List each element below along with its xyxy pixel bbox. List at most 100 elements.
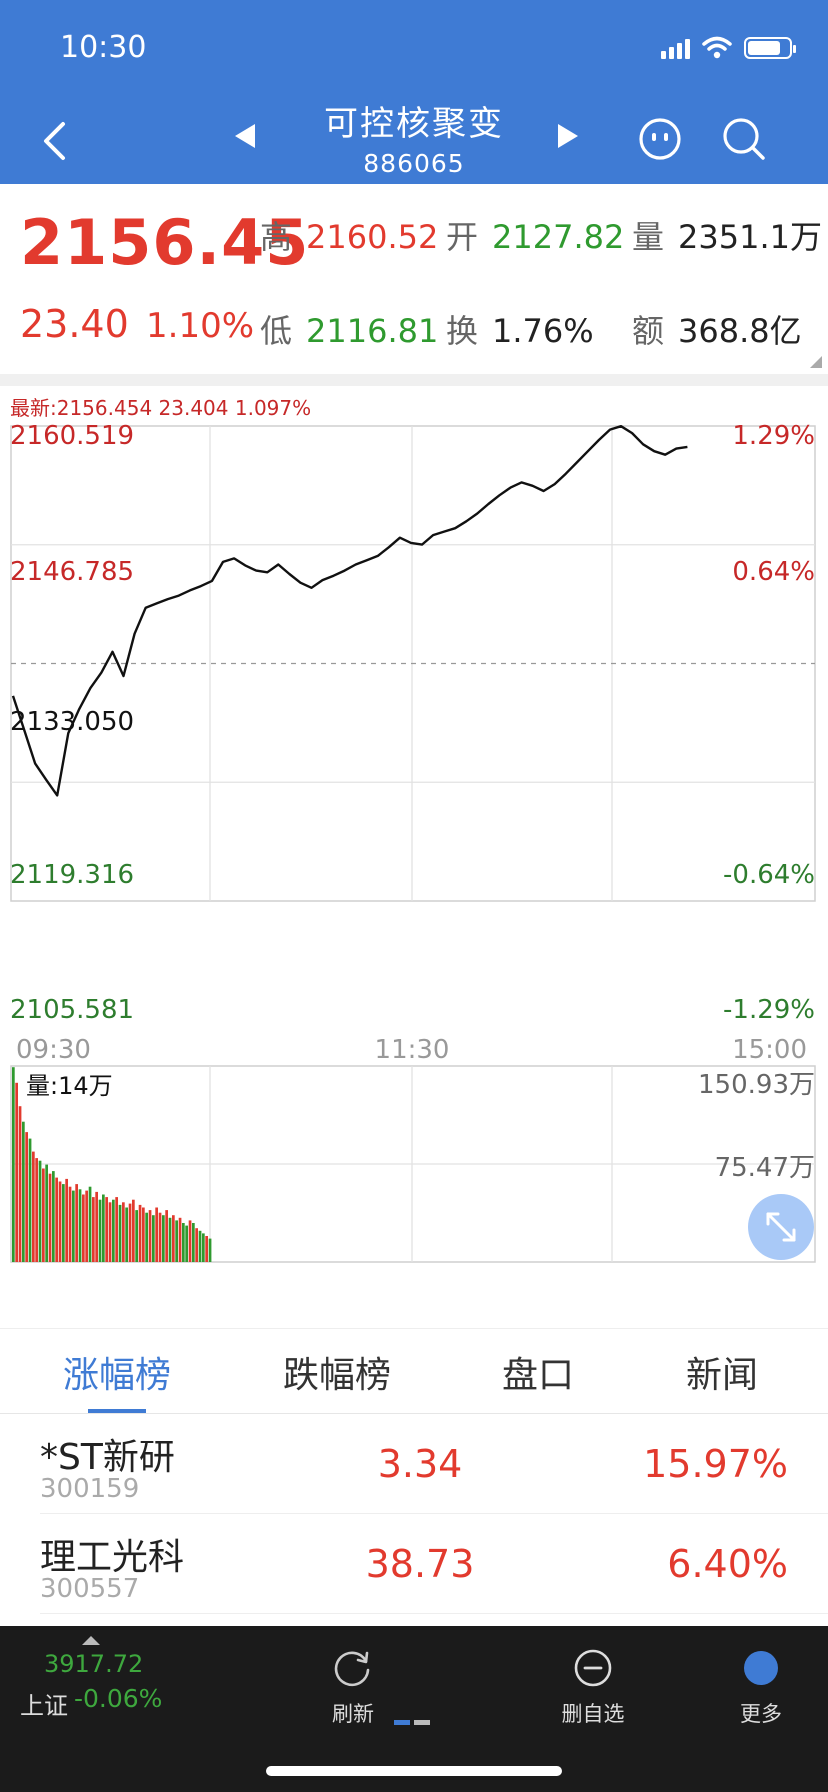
index-change: -0.06% (74, 1684, 163, 1713)
y-tick-label: 2119.316 (10, 860, 134, 890)
volume-bar (142, 1207, 145, 1262)
refresh-button[interactable]: 刷新 (308, 1640, 398, 1730)
stock-price: 38.73 (365, 1542, 475, 1586)
remove-watchlist-button[interactable]: 删自选 (548, 1640, 638, 1730)
price-series-line (11, 425, 688, 797)
volume-bar (108, 1202, 112, 1262)
volume-bar (105, 1197, 108, 1262)
volume-bars (12, 1067, 212, 1262)
volume-bar (208, 1238, 212, 1262)
volume-tick-label: 150.93万 (698, 1070, 815, 1100)
low-label: 低 (260, 312, 293, 350)
volume-bar (28, 1138, 32, 1262)
triangle-up-icon[interactable] (82, 1636, 100, 1645)
high-value: 2160.52 (306, 218, 439, 256)
volume-bar (192, 1223, 195, 1262)
high-field: 高 2160.52 (260, 212, 438, 258)
volume-label: 量 (632, 218, 665, 256)
volume-bar (145, 1212, 148, 1262)
status-time: 10:30 (60, 30, 147, 65)
intraday-chart[interactable]: 最新:2156.454 23.404 1.097% 2160.519 2146.78… (0, 386, 828, 1316)
index-label: 上证 (20, 1692, 68, 1720)
volume-bar (72, 1190, 75, 1262)
volume-bar (138, 1204, 142, 1262)
more-button[interactable]: 更多 (716, 1640, 806, 1730)
volume-bar (155, 1207, 158, 1262)
open-label: 开 (446, 218, 479, 256)
volume-bar (95, 1191, 98, 1262)
stock-price: 3.34 (377, 1442, 463, 1486)
volume-bar (12, 1067, 15, 1262)
volume-value: 2351.1万 (678, 218, 822, 256)
page-title: 可控核聚变 (324, 104, 504, 144)
volume-readout: 量:14万 (26, 1072, 113, 1100)
latest-readout: 最新:2156.454 23.404 1.097% (10, 396, 311, 420)
volume-bar (22, 1121, 25, 1262)
amount-field: 额 368.8亿 (632, 306, 802, 352)
volume-bar (92, 1197, 95, 1262)
turnover-field: 换 1.76% (446, 306, 594, 352)
y-pct-tick-label: -1.29% (723, 995, 815, 1025)
volume-bar (15, 1082, 18, 1262)
minus-circle-icon (574, 1649, 612, 1687)
tab-losers[interactable]: 跌幅榜 (282, 1355, 391, 1396)
more-label: 更多 (740, 1702, 782, 1726)
volume-bar (68, 1186, 72, 1262)
expand-icon (766, 1212, 796, 1242)
volume-bar (48, 1173, 52, 1262)
volume-bar (198, 1230, 202, 1262)
wifi-icon (702, 36, 732, 59)
header-bar: 10:30 可控核聚变 886065 (0, 0, 828, 184)
search-icon[interactable] (721, 116, 767, 162)
bottom-toolbar: 3917.72 上证 -0.06% 刷新 删自选 更多 (0, 1626, 828, 1792)
stock-change-pct: 15.97% (643, 1442, 788, 1486)
volume-bar (172, 1215, 175, 1262)
more-icon (744, 1651, 778, 1685)
volume-bar (162, 1215, 165, 1262)
index-value[interactable]: 3917.72 (44, 1650, 144, 1678)
volume-bar (112, 1199, 115, 1262)
turnover-value: 1.76% (492, 312, 594, 350)
stock-code-small: 300557 (40, 1574, 140, 1604)
expand-corner-icon[interactable] (810, 356, 822, 368)
volume-bar (98, 1199, 102, 1262)
triangle-left-icon (235, 124, 255, 148)
list-item[interactable]: 理工光科 300557 38.73 6.40% (40, 1514, 828, 1614)
volume-bar (128, 1203, 132, 1262)
prev-stock-button[interactable] (235, 124, 255, 148)
fullscreen-button[interactable] (748, 1194, 814, 1260)
y-tick-label: 2160.519 (10, 421, 134, 451)
volume-bar (182, 1223, 185, 1262)
robot-icon[interactable] (637, 116, 683, 162)
open-value: 2127.82 (492, 218, 625, 256)
high-label: 高 (260, 218, 293, 256)
tab-news[interactable]: 新闻 (685, 1355, 758, 1396)
refresh-icon (334, 1651, 370, 1687)
volume-bar (178, 1217, 182, 1262)
stock-code-small: 300159 (40, 1474, 140, 1504)
volume-bar (115, 1197, 118, 1262)
low-value: 2116.81 (306, 312, 439, 350)
open-field: 开 2127.82 (446, 212, 624, 258)
y-tick-label: 2105.581 (10, 995, 134, 1025)
list-item[interactable]: *ST新研 300159 3.34 15.97% (40, 1414, 828, 1514)
next-stock-button[interactable] (558, 124, 578, 148)
triangle-right-icon (558, 124, 578, 148)
volume-bar (78, 1189, 82, 1262)
volume-bar (32, 1151, 35, 1262)
volume-bar (88, 1186, 92, 1262)
amount-value: 368.8亿 (678, 312, 802, 350)
tab-orderbook[interactable]: 盘口 (501, 1355, 574, 1396)
amount-label: 额 (632, 312, 665, 350)
volume-bar (152, 1215, 155, 1262)
volume-bar (45, 1164, 48, 1262)
tab-gainers[interactable]: 涨幅榜 (62, 1355, 171, 1396)
price-change-pct: 1.10% (146, 306, 255, 346)
volume-bar (132, 1199, 135, 1262)
x-tick-label: 15:00 (732, 1035, 807, 1065)
volume-bar (122, 1202, 125, 1262)
y-pct-tick-label: -0.64% (723, 860, 815, 890)
volume-field: 量 2351.1万 (632, 212, 822, 258)
back-button[interactable] (34, 118, 74, 164)
